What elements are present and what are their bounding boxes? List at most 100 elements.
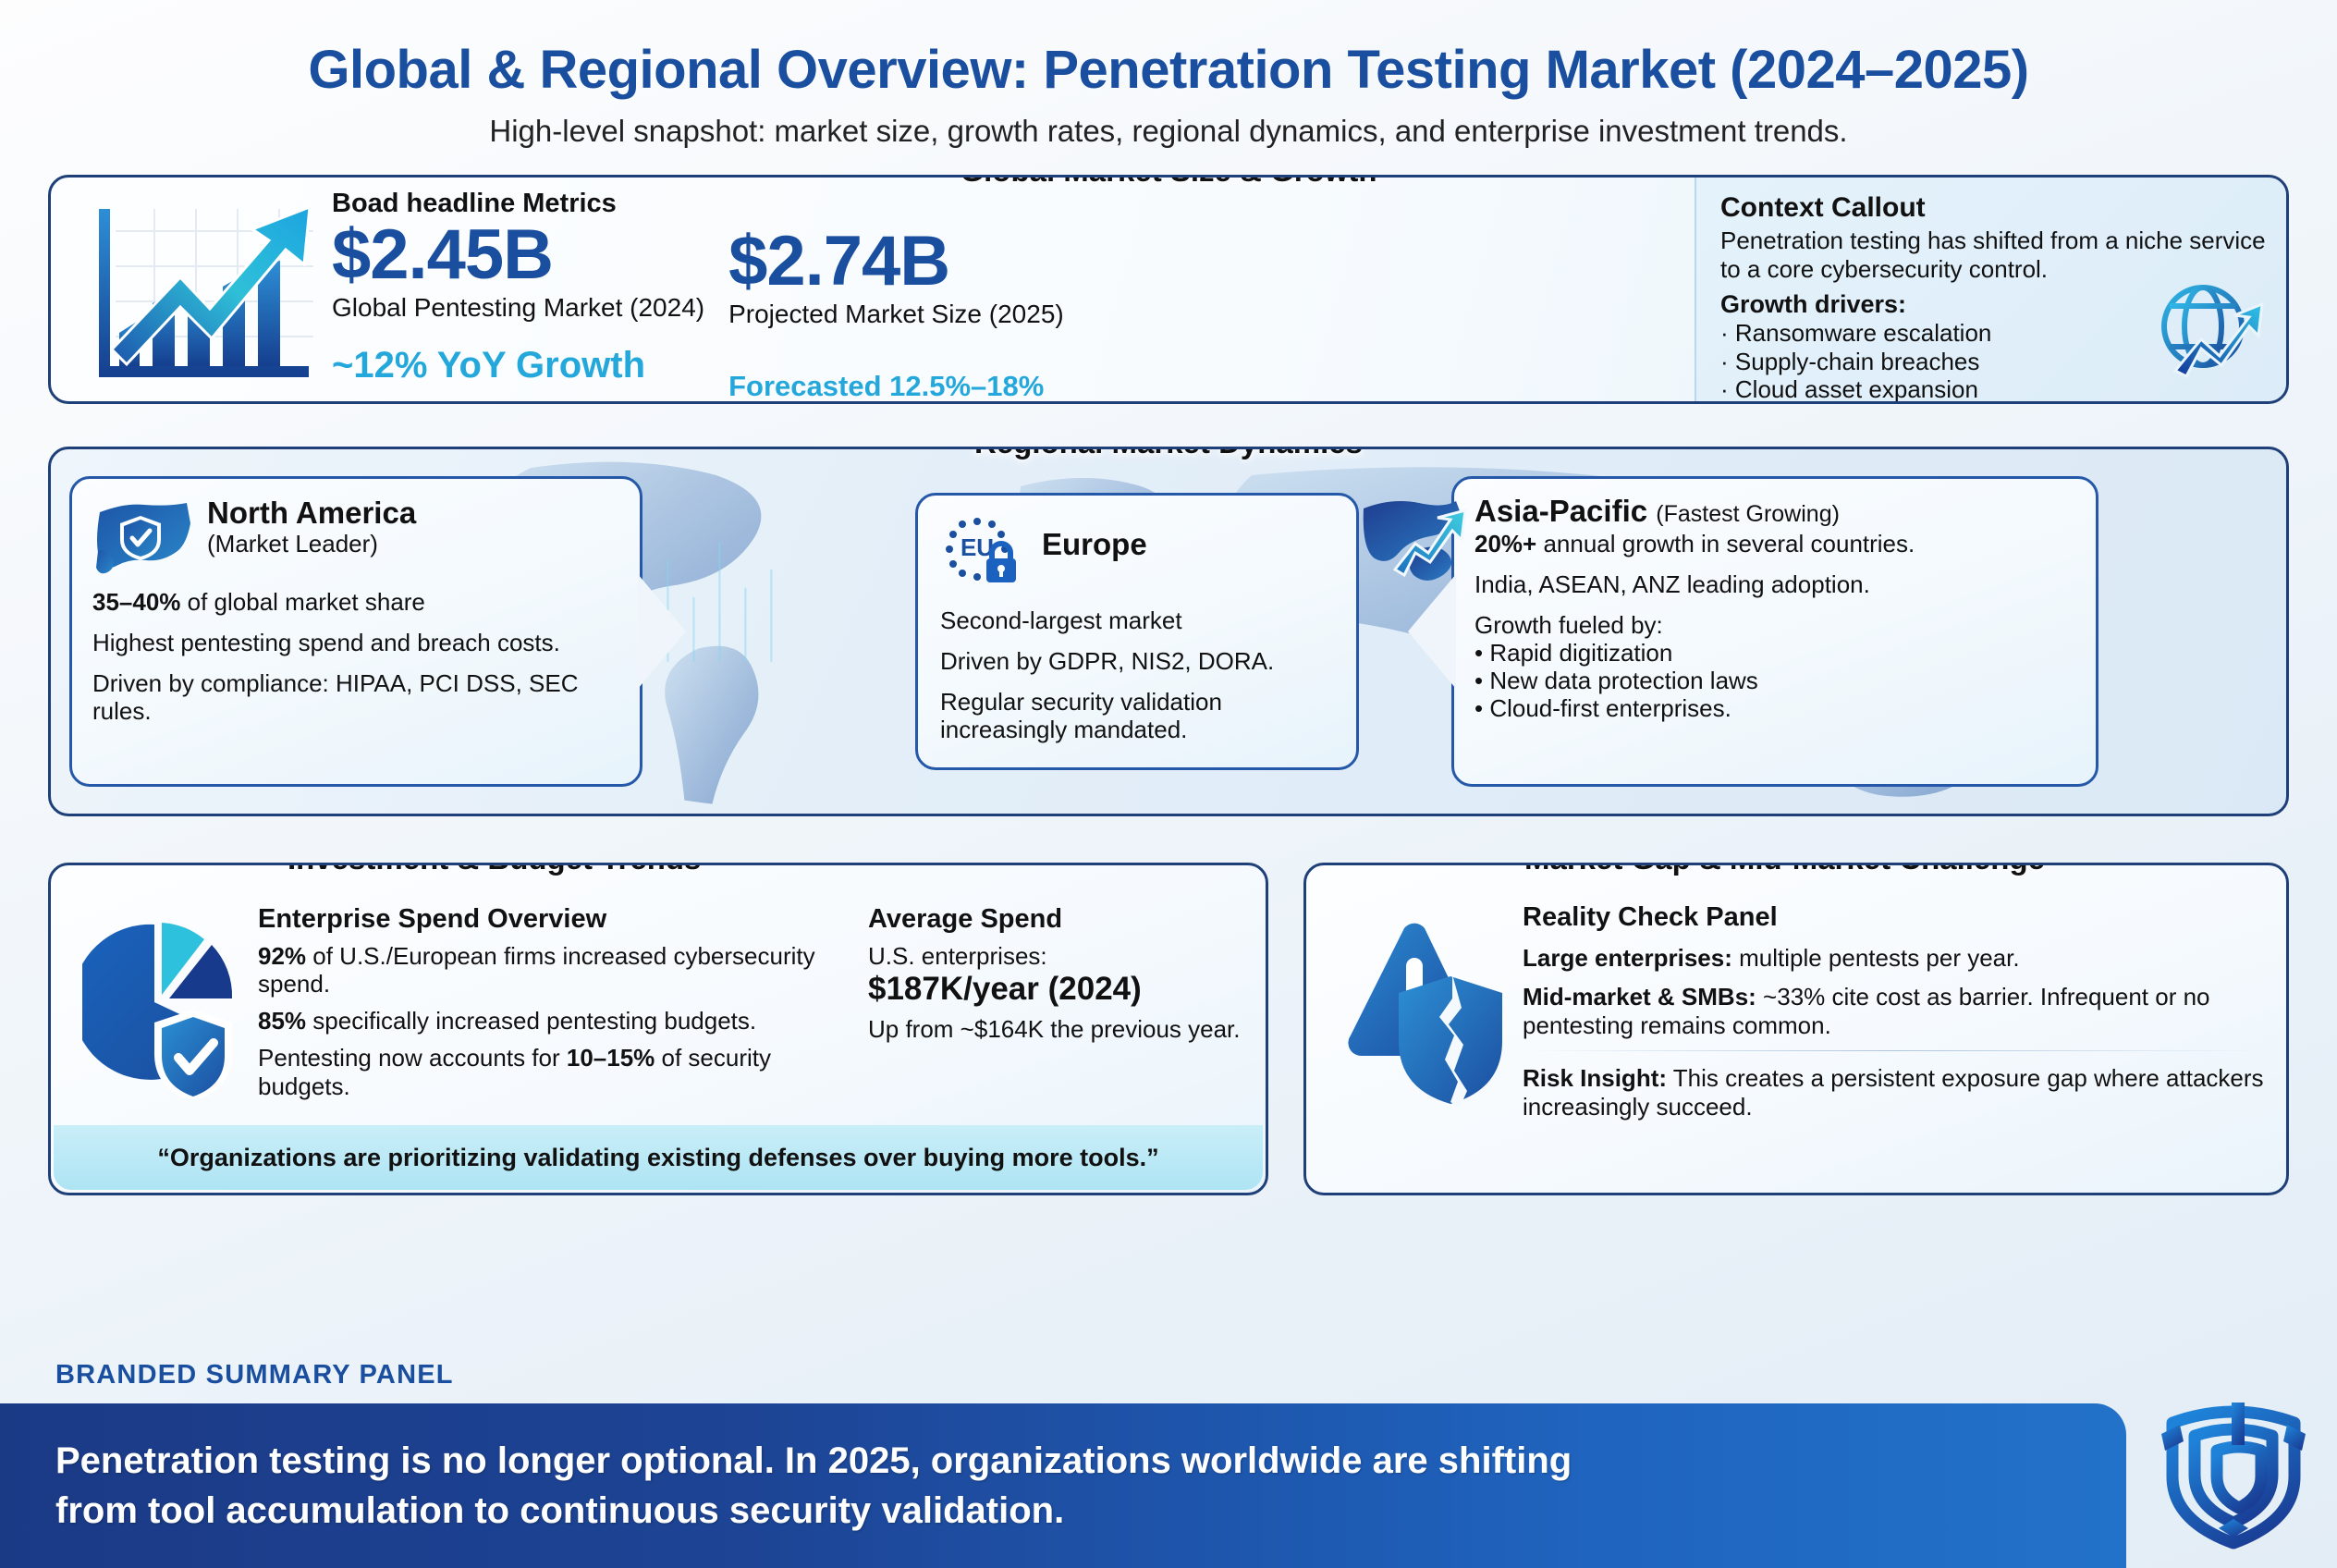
- gap-line-midmarket: Mid-market & SMBs: ~33% cite cost as bar…: [1523, 983, 2264, 1039]
- na-line2: Highest pentesting spend and breach cost…: [92, 629, 560, 657]
- page-title: Global & Regional Overview: Penetration …: [308, 40, 2029, 100]
- enterprise-spend-col: Enterprise Spend Overview 92% of U.S./Eu…: [258, 904, 868, 1130]
- ap-tag: (Fastest Growing): [1656, 501, 1840, 527]
- gap-line2-label: Mid-market & SMBs:: [1523, 983, 1756, 1011]
- eu-line1: Second-largest market: [940, 606, 1182, 634]
- global-market-section: Global Market Size & Growth: [48, 175, 2289, 404]
- spend-stat-1-value: 92%: [258, 942, 307, 970]
- gap-body: Reality Check Panel Large enterprises: m…: [1306, 865, 2286, 1130]
- metric-col-2025: $2.74B Projected Market Size (2025) Fore…: [728, 189, 1088, 401]
- spend-stat-3-post: of security budgets.: [258, 1044, 772, 1100]
- ap-growth-value: 20%+: [1474, 529, 1537, 557]
- regional-cards-row: North America (Market Leader) 35–40% of …: [51, 449, 2286, 814]
- eu-name: Europe: [1042, 527, 1147, 561]
- ap-growth-rest: annual growth in several countries.: [1536, 529, 1915, 557]
- arrow-left-icon: [1408, 574, 1456, 689]
- gap-text: Reality Check Panel Large enterprises: m…: [1523, 902, 2286, 1130]
- svg-text:EU: EU: [960, 533, 994, 561]
- global-section-legend: Global Market Size & Growth: [871, 178, 1465, 189]
- gap-line-large-enterprises: Large enterprises: multiple pentests per…: [1523, 944, 2264, 972]
- region-card-europe[interactable]: EU Europe Second-largest market Driven b…: [915, 493, 1359, 770]
- driver-item: Regulatory pressure.: [1720, 403, 2268, 404]
- global-section-legend-label: Global Market Size & Growth: [960, 178, 1377, 189]
- spend-stat-2: 85% specifically increased pentesting bu…: [258, 1007, 851, 1035]
- spend-stat-1: 92% of U.S./European firms increased cyb…: [258, 942, 851, 998]
- gap-line2-rest: ~33% cite cost as barrier. Infrequent or…: [1523, 983, 2210, 1039]
- regional-section-legend-label: Regional Market Dynamics: [974, 449, 1363, 460]
- brand-logo-wrap: [2150, 1384, 2317, 1555]
- enterprise-spend-heading: Enterprise Spend Overview: [258, 904, 607, 934]
- regional-section-legend: Regional Market Dynamics: [886, 449, 1451, 460]
- page-subtitle: High-level snapshot: market size, growth…: [489, 114, 1848, 148]
- spend-stat-1-rest: of U.S./European firms increased cyberse…: [258, 942, 815, 998]
- region-card-asia-pacific[interactable]: Asia-Pacific (Fastest Growing) 20%+ annu…: [1363, 476, 2098, 787]
- driver-item: Ransomware escalation: [1720, 319, 2268, 347]
- average-spend-value: $187K/year (2024): [868, 971, 1142, 1008]
- investment-quote-bar: “Organizations are prioritizing validati…: [54, 1125, 1263, 1190]
- region-card-north-america[interactable]: North America (Market Leader) 35–40% of …: [69, 476, 686, 787]
- globe-growth-icon: [2161, 285, 2264, 378]
- ap-fueled-item: Cloud-first enterprises.: [1474, 694, 2075, 722]
- branded-summary-text: Penetration testing is no longer optiona…: [55, 1440, 1572, 1531]
- growth-chart-icon: [99, 204, 313, 377]
- reality-check-heading: Reality Check Panel: [1523, 902, 1778, 932]
- page-header: Global & Regional Overview: Penetration …: [0, 0, 2337, 149]
- bottom-panels-row: Investment & Budget Trends: [48, 863, 2289, 1195]
- asia-pacific-map-icon: [1363, 501, 1467, 581]
- gap-section-legend-label: Market Gap & Mid-Market Challenge: [1524, 865, 2045, 876]
- forecast-accent: Forecasted 12.5%–18%: [728, 370, 1045, 403]
- gap-line1-rest: multiple pentests per year.: [1731, 944, 2020, 972]
- investment-trends-section: Investment & Budget Trends: [48, 863, 1268, 1195]
- gap-line3-label: Risk Insight:: [1523, 1064, 1668, 1093]
- warning-broken-shield-icon: [1348, 923, 1502, 1108]
- na-share-value: 35–40%: [92, 588, 181, 616]
- na-name: North America: [207, 496, 417, 530]
- usa-shield-icon: [96, 503, 190, 574]
- gap-line3-rest: This creates a persistent exposure gap w…: [1523, 1064, 2264, 1121]
- average-spend-col: Average Spend U.S. enterprises: $187K/ye…: [868, 904, 1266, 1130]
- ap-name-text: Asia-Pacific: [1474, 494, 1648, 528]
- driver-item: Cloud asset expansion: [1720, 375, 2268, 401]
- spend-stat-3-pre: Pentesting now accounts for: [258, 1044, 567, 1072]
- ap-growth: 20%+ annual growth in several countries.: [1474, 530, 1915, 557]
- context-callout: Context Callout Penetration testing has …: [1695, 178, 2286, 401]
- na-tag: (Market Leader): [207, 529, 378, 557]
- spend-stat-2-rest: specifically increased pentesting budget…: [306, 1007, 757, 1035]
- headline-metrics: Boad headline Metrics $2.45B Global Pent…: [328, 178, 1695, 401]
- gap-line-risk-insight: Risk Insight: This creates a persistent …: [1523, 1064, 2264, 1121]
- average-spend-heading: Average Spend: [868, 904, 1063, 934]
- ap-fueled-item: Rapid digitization: [1474, 639, 2075, 667]
- globe-growth-icon-wrap: [2149, 275, 2270, 390]
- gap-divider: [1523, 1050, 2264, 1052]
- average-spend-line1: U.S. enterprises:: [868, 942, 1047, 970]
- gap-section-legend: Market Gap & Mid-Market Challenge: [1463, 865, 2106, 876]
- shield-maze-logo-icon: [2161, 1403, 2306, 1550]
- spend-stat-2-value: 85%: [258, 1007, 307, 1035]
- market-gap-section: Market Gap & Mid-Market Challenge: [1303, 863, 2289, 1195]
- eu-lock-icon: EU: [946, 518, 1016, 582]
- spend-stat-3-value: 10–15%: [566, 1044, 655, 1072]
- eu-header: EU Europe: [940, 512, 1336, 594]
- gap-line1-label: Large enterprises:: [1523, 944, 1732, 972]
- spend-stat-3: Pentesting now accounts for 10–15% of se…: [258, 1044, 851, 1099]
- context-callout-body: Penetration testing has shifted from a n…: [1720, 227, 2266, 283]
- investment-section-legend-label: Investment & Budget Trends: [288, 865, 701, 876]
- pie-chart-shield-icon: [82, 923, 233, 1098]
- pie-shield-icon-wrap: [73, 904, 258, 1130]
- growth-drivers-list: Ransomware escalation Supply-chain breac…: [1720, 319, 2268, 404]
- na-line3: Driven by compliance: HIPAA, PCI DSS, SE…: [92, 669, 579, 726]
- growth-drivers-title: Growth drivers:: [1720, 290, 1907, 319]
- market-2025-value: $2.74B: [728, 222, 950, 300]
- ap-line2: India, ASEAN, ANZ leading adoption.: [1474, 570, 1870, 598]
- investment-quote: “Organizations are prioritizing validati…: [157, 1143, 1159, 1171]
- warning-shield-icon-wrap: [1338, 902, 1523, 1130]
- ap-name: Asia-Pacific (Fastest Growing): [1474, 494, 1915, 528]
- investment-body: Enterprise Spend Overview 92% of U.S./Eu…: [51, 865, 1266, 1130]
- na-share: 35–40% of global market share: [92, 588, 619, 616]
- average-spend-note: Up from ~$164K the previous year.: [868, 1014, 1241, 1043]
- ap-fueled-item: New data protection laws: [1474, 667, 2075, 694]
- ap-fueled-list: Rapid digitization New data protection l…: [1474, 639, 2075, 722]
- metrics-kicker: Boad headline Metrics: [332, 189, 617, 218]
- branded-summary-panel: Penetration testing is no longer optiona…: [0, 1403, 2126, 1568]
- context-callout-title: Context Callout: [1720, 192, 1926, 223]
